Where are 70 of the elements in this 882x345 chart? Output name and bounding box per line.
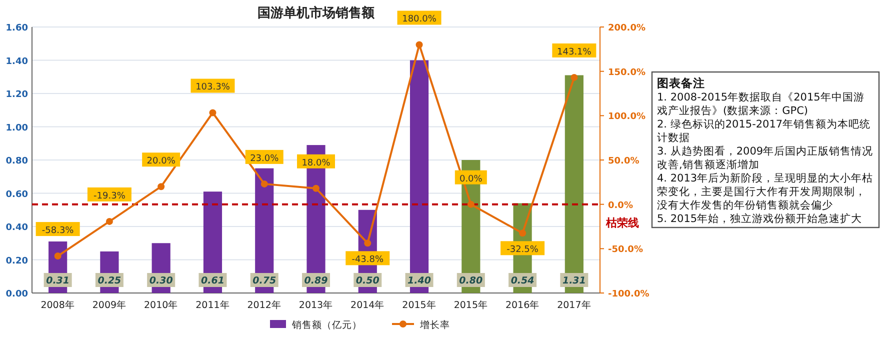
ref-line-label: 枯荣线 bbox=[605, 216, 639, 230]
point bbox=[364, 240, 372, 247]
x-tick-label: 2016年 bbox=[505, 299, 540, 311]
data-label: 0.75 bbox=[252, 276, 276, 286]
y2-tick-label: 50.0% bbox=[608, 156, 640, 166]
point bbox=[54, 252, 62, 260]
data-label: 0.80 bbox=[459, 276, 484, 286]
y-tick-label: 0.40 bbox=[6, 223, 28, 233]
x-tick-label: 2014年 bbox=[350, 299, 385, 311]
data-label: 0.50 bbox=[356, 276, 380, 286]
text: 5. 2015年始，独立游戏份额开始急速扩大 bbox=[657, 212, 862, 225]
data-label: -19.3% bbox=[94, 191, 126, 202]
y2-tick-label: -50.0% bbox=[608, 245, 643, 256]
y-tick-label: 1.20 bbox=[6, 90, 28, 100]
legend-label: 销售额（亿元） bbox=[291, 319, 362, 331]
x-tick-label: 2011年 bbox=[196, 299, 230, 311]
data-label: 20.0% bbox=[146, 156, 176, 167]
point bbox=[260, 180, 268, 188]
text: 3. 从趋势图看，2009年后国内正版销售情况改善,销售额逐渐增加 bbox=[657, 144, 874, 171]
y-tick-label: 0.00 bbox=[6, 290, 28, 300]
y-tick-label: 1.60 bbox=[6, 24, 28, 34]
point bbox=[209, 109, 216, 116]
data-label: -32.5% bbox=[506, 245, 539, 256]
data-label: 23.0% bbox=[250, 154, 280, 164]
y2-tick-label: 200.0% bbox=[608, 24, 646, 34]
data-label: 0.0% bbox=[459, 174, 483, 184]
point bbox=[416, 41, 423, 48]
data-label: 103.3% bbox=[196, 82, 230, 93]
chart-title: 国游单机市场销售额 bbox=[258, 5, 376, 21]
point bbox=[570, 74, 578, 81]
data-label: 1.31 bbox=[562, 276, 586, 286]
point bbox=[519, 230, 526, 237]
x-tick-label: 2015年 bbox=[454, 299, 488, 311]
data-label: 0.89 bbox=[304, 276, 328, 286]
data-label: 0.61 bbox=[201, 276, 224, 286]
data-label: 0.54 bbox=[510, 276, 535, 286]
data-label: -58.3% bbox=[42, 226, 74, 236]
y-tick-label: 1.40 bbox=[6, 56, 28, 67]
y2-tick-label: 0.0% bbox=[608, 200, 633, 211]
data-label: 18.0% bbox=[302, 158, 331, 168]
text: 4. 2013年后为新阶段，呈现明显的大小年枯荣变化，主要是国行大作有开发周期限制，没有大作发售的年份销售额就会偏少 bbox=[657, 172, 874, 212]
y-tick-label: 0.80 bbox=[6, 156, 28, 166]
data-label: 180.0% bbox=[402, 14, 437, 25]
data-label: 1.40 bbox=[408, 276, 432, 286]
x-tick-label: 2015年 bbox=[402, 299, 436, 311]
text: 1. 2008-2015年数据取自《2015年中国游戏产业报告》(数据来源：GPC) bbox=[657, 90, 864, 117]
point bbox=[158, 183, 165, 190]
data-label: -43.8% bbox=[352, 255, 384, 266]
y2-tick-label: 100.0% bbox=[608, 112, 646, 122]
point bbox=[312, 184, 320, 192]
data-label: 143.1% bbox=[557, 47, 592, 58]
x-tick-label: 2013年 bbox=[298, 299, 334, 311]
x-tick-label: 2009年 bbox=[92, 299, 127, 311]
x-tick-label: 2010年 bbox=[144, 299, 178, 311]
data-label: 0.30 bbox=[149, 276, 174, 286]
y-tick-label: 0.20 bbox=[6, 256, 28, 266]
y-tick-label: 0.60 bbox=[6, 190, 28, 200]
y-tick-label: 1.00 bbox=[6, 123, 28, 134]
x-tick-label: 2012年 bbox=[247, 299, 282, 311]
x-tick-label: 2008年 bbox=[40, 299, 75, 311]
legend-label: 增长率 bbox=[419, 319, 450, 331]
y2-tick-label: 150.0% bbox=[608, 68, 646, 78]
point bbox=[467, 200, 474, 208]
x-tick-label: 2017年 bbox=[557, 299, 592, 311]
data-label: 0.25 bbox=[98, 276, 122, 286]
y2-tick-label: -100.0% bbox=[608, 290, 650, 300]
text: 2. 绿色标识的2015-2017年销售额为本吧统计数据 bbox=[657, 118, 871, 144]
data-label: 0.31 bbox=[46, 276, 70, 286]
text: 图表备注 bbox=[657, 76, 705, 90]
point bbox=[106, 218, 113, 225]
